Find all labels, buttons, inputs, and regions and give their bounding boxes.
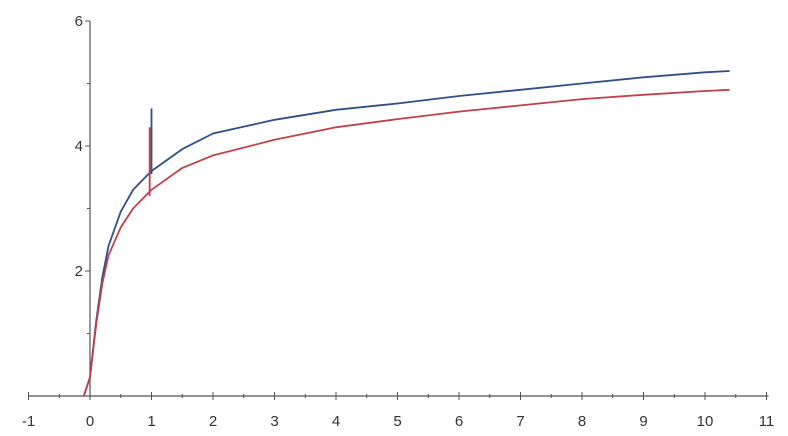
y-tick-label: 6 (75, 13, 83, 30)
x-tick-label: 11 (759, 413, 775, 430)
y-tick-label: 4 (75, 138, 83, 155)
plot-area (82, 70, 730, 397)
series-line-2 (82, 88, 730, 397)
x-tick-label: 6 (455, 413, 463, 430)
x-tick-label: 8 (578, 413, 586, 430)
y-tick-label: 2 (75, 263, 83, 280)
series-line-1 (82, 70, 730, 397)
x-tick-label: 3 (270, 413, 278, 430)
x-tick-label: 9 (639, 413, 647, 430)
x-tick-label: 1 (147, 413, 155, 430)
x-tick-label: 0 (86, 413, 94, 430)
x-tick-label: 2 (209, 413, 217, 430)
x-tick-label: 5 (393, 413, 401, 430)
chart-axes: -1 0 1 2 3 4 5 6 7 8 9 10 11 2 4 6 (22, 13, 774, 430)
x-tick-label: -1 (22, 413, 35, 430)
x-tick-label: 7 (516, 413, 524, 430)
x-tick-label: 4 (332, 413, 340, 430)
x-tick-label: 10 (697, 413, 714, 430)
